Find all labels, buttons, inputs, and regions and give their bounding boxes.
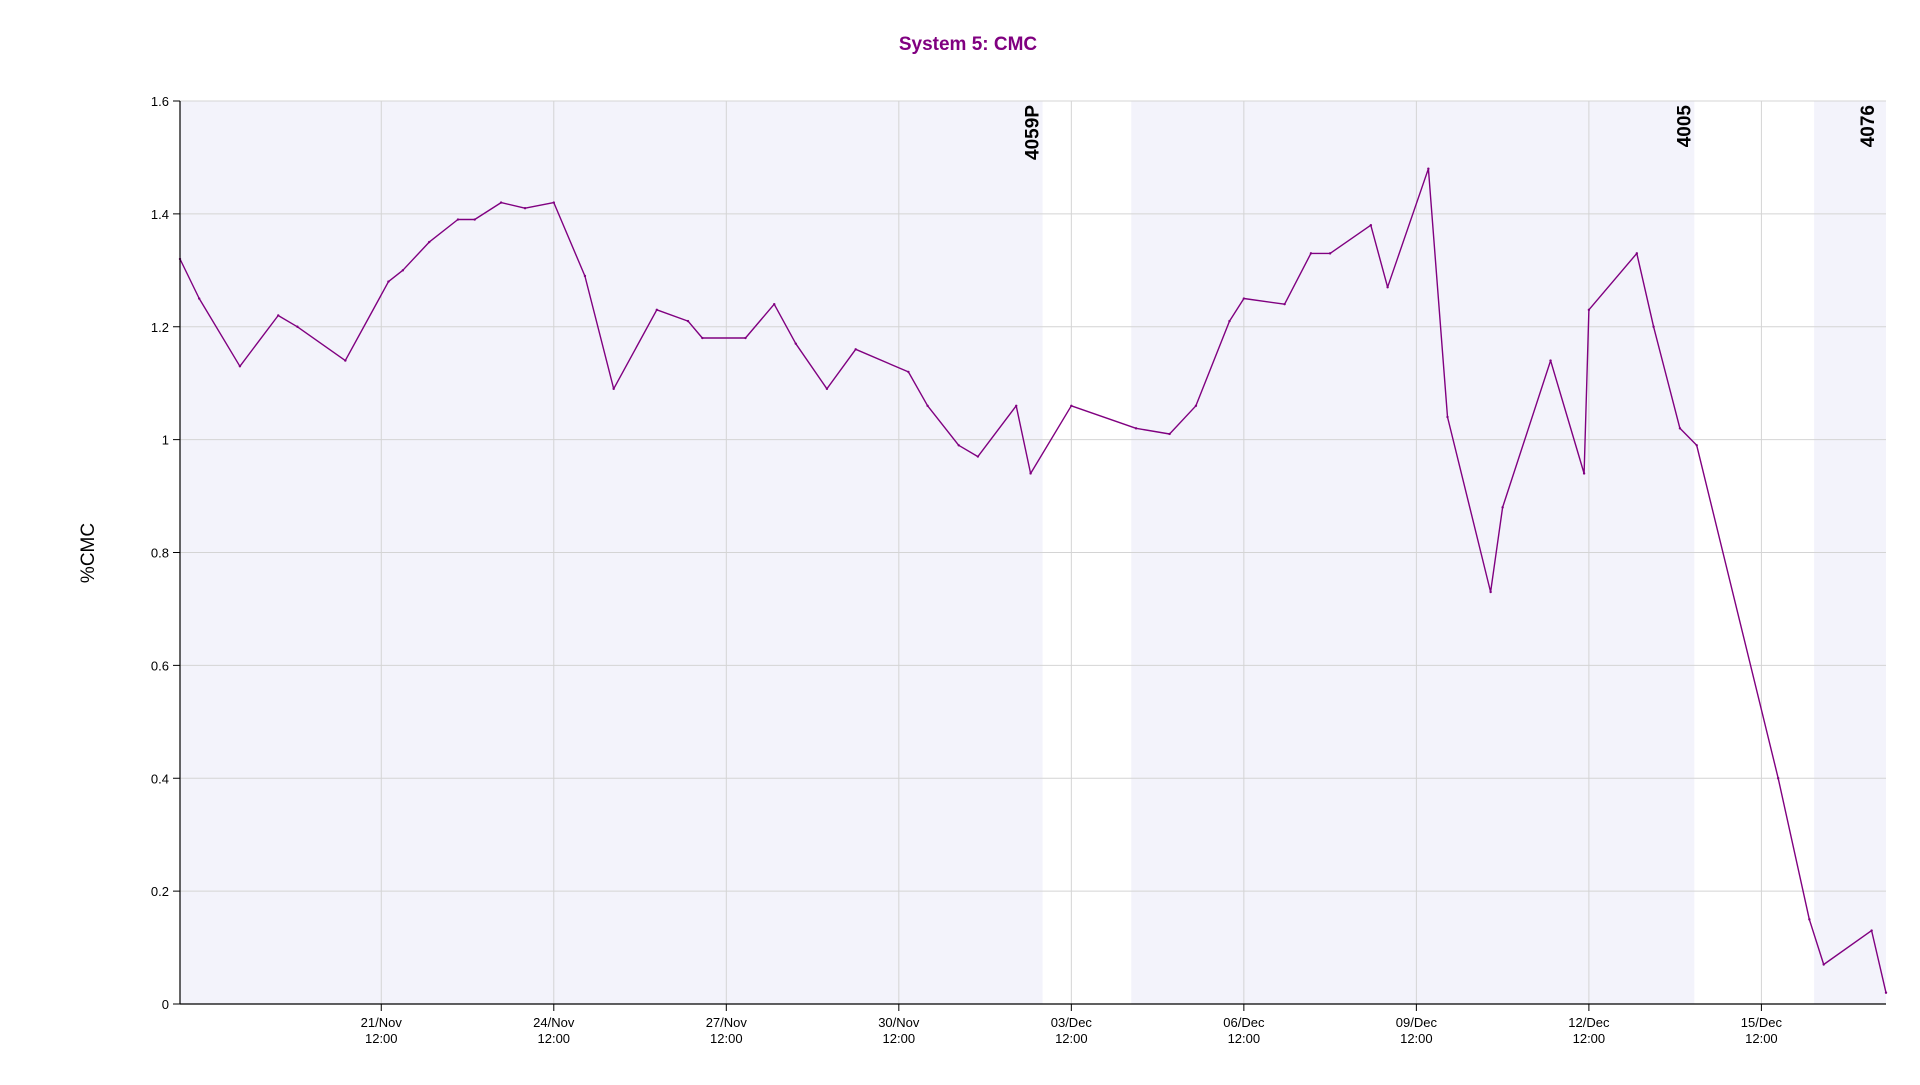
data-point — [773, 302, 776, 306]
data-point — [1549, 359, 1552, 362]
x-tick-label-date: 09/Dec — [1396, 1015, 1438, 1030]
data-point — [655, 308, 659, 312]
x-tick-label-time: 12:00 — [538, 1031, 571, 1046]
data-point — [523, 207, 527, 210]
data-point — [401, 269, 405, 272]
data-point — [473, 218, 476, 221]
data-point — [825, 387, 829, 391]
data-point — [1369, 223, 1373, 227]
y-tick-label: 1.6 — [151, 94, 169, 109]
chart-title: System 5: CMC — [899, 34, 1038, 55]
data-point — [344, 359, 347, 362]
data-point — [1884, 991, 1888, 994]
x-tick-label-date: 30/Nov — [878, 1015, 920, 1030]
x-tick-label-date: 06/Dec — [1223, 1015, 1265, 1030]
data-point — [1427, 167, 1430, 170]
data-point — [1582, 472, 1586, 475]
data-point — [277, 314, 280, 317]
y-tick-label: 0.4 — [151, 771, 169, 786]
data-point — [427, 240, 431, 244]
x-tick-label-date: 21/Nov — [361, 1015, 403, 1030]
event-label: 4076 — [1858, 105, 1879, 147]
data-point — [1822, 963, 1825, 966]
x-tick-label-time: 12:00 — [1400, 1031, 1433, 1046]
data-point — [854, 348, 857, 351]
data-point — [1194, 404, 1198, 407]
data-point — [387, 280, 390, 283]
data-point — [1808, 918, 1811, 921]
data-point — [583, 274, 587, 278]
data-point — [612, 387, 615, 391]
data-point — [1228, 319, 1231, 323]
data-point — [296, 325, 299, 328]
data-point — [794, 342, 797, 345]
data-point — [907, 370, 910, 374]
data-point — [1242, 297, 1246, 300]
y-tick-label: 0 — [162, 997, 169, 1012]
x-tick-label-date: 03/Dec — [1051, 1015, 1093, 1030]
x-tick-label-time: 12:00 — [883, 1031, 916, 1046]
data-point — [957, 444, 960, 447]
data-point — [552, 201, 555, 204]
y-tick-label: 1.2 — [151, 320, 169, 335]
x-tick-label-date: 15/Dec — [1741, 1015, 1783, 1030]
data-point — [1168, 432, 1171, 436]
data-point — [1489, 590, 1492, 594]
data-point — [1134, 427, 1138, 430]
data-point — [1328, 252, 1332, 255]
y-tick-label: 0.8 — [151, 546, 169, 561]
y-tick-label: 0.2 — [151, 884, 169, 899]
event-label: 4059P — [1023, 105, 1044, 160]
gridlines — [180, 100, 1886, 1005]
data-point — [1695, 444, 1698, 447]
event-markers: 4059P 4005 4076 — [1023, 105, 1879, 160]
data-point — [456, 218, 460, 221]
data-point — [701, 336, 704, 340]
data-point — [1635, 252, 1639, 255]
data-point — [1015, 404, 1018, 407]
data-point — [1652, 325, 1655, 328]
x-tick-label-date: 12/Dec — [1568, 1015, 1610, 1030]
x-tick-label-time: 12:00 — [1228, 1031, 1261, 1046]
y-tick-label: 1 — [162, 433, 169, 448]
data-point — [1587, 308, 1591, 312]
x-tick-label-time: 12:00 — [1055, 1031, 1088, 1046]
x-tick-label-time: 12:00 — [710, 1031, 743, 1046]
data-point — [1283, 302, 1286, 306]
data-point — [1678, 427, 1682, 430]
data-point — [1776, 777, 1780, 780]
data-point — [1446, 415, 1449, 419]
x-tick-label-date: 27/Nov — [706, 1015, 748, 1030]
data-point — [1029, 472, 1032, 475]
data-point — [1501, 506, 1504, 509]
data-point — [926, 404, 929, 407]
data-point — [238, 365, 242, 368]
data-point — [1386, 286, 1389, 289]
data-point — [1309, 252, 1313, 255]
series-layer — [178, 167, 1888, 994]
data-point — [1870, 929, 1873, 932]
y-tick-label: 1.4 — [151, 207, 169, 222]
axes: 00.20.40.60.811.21.41.621/Nov12:0024/Nov… — [151, 94, 1886, 1046]
data-point — [1070, 404, 1073, 407]
x-tick-label-time: 12:00 — [1573, 1031, 1606, 1046]
event-label: 4005 — [1674, 105, 1695, 148]
data-point — [686, 319, 690, 323]
data-point — [744, 336, 747, 340]
x-tick-label-time: 12:00 — [1745, 1031, 1778, 1046]
y-axis-label: %CMC — [78, 523, 99, 583]
y-tick-label: 0.6 — [151, 658, 169, 673]
data-point — [197, 297, 201, 300]
data-point — [499, 201, 503, 204]
x-tick-label-date: 24/Nov — [533, 1015, 575, 1030]
x-tick-label-time: 12:00 — [365, 1031, 398, 1046]
data-point — [976, 455, 980, 458]
